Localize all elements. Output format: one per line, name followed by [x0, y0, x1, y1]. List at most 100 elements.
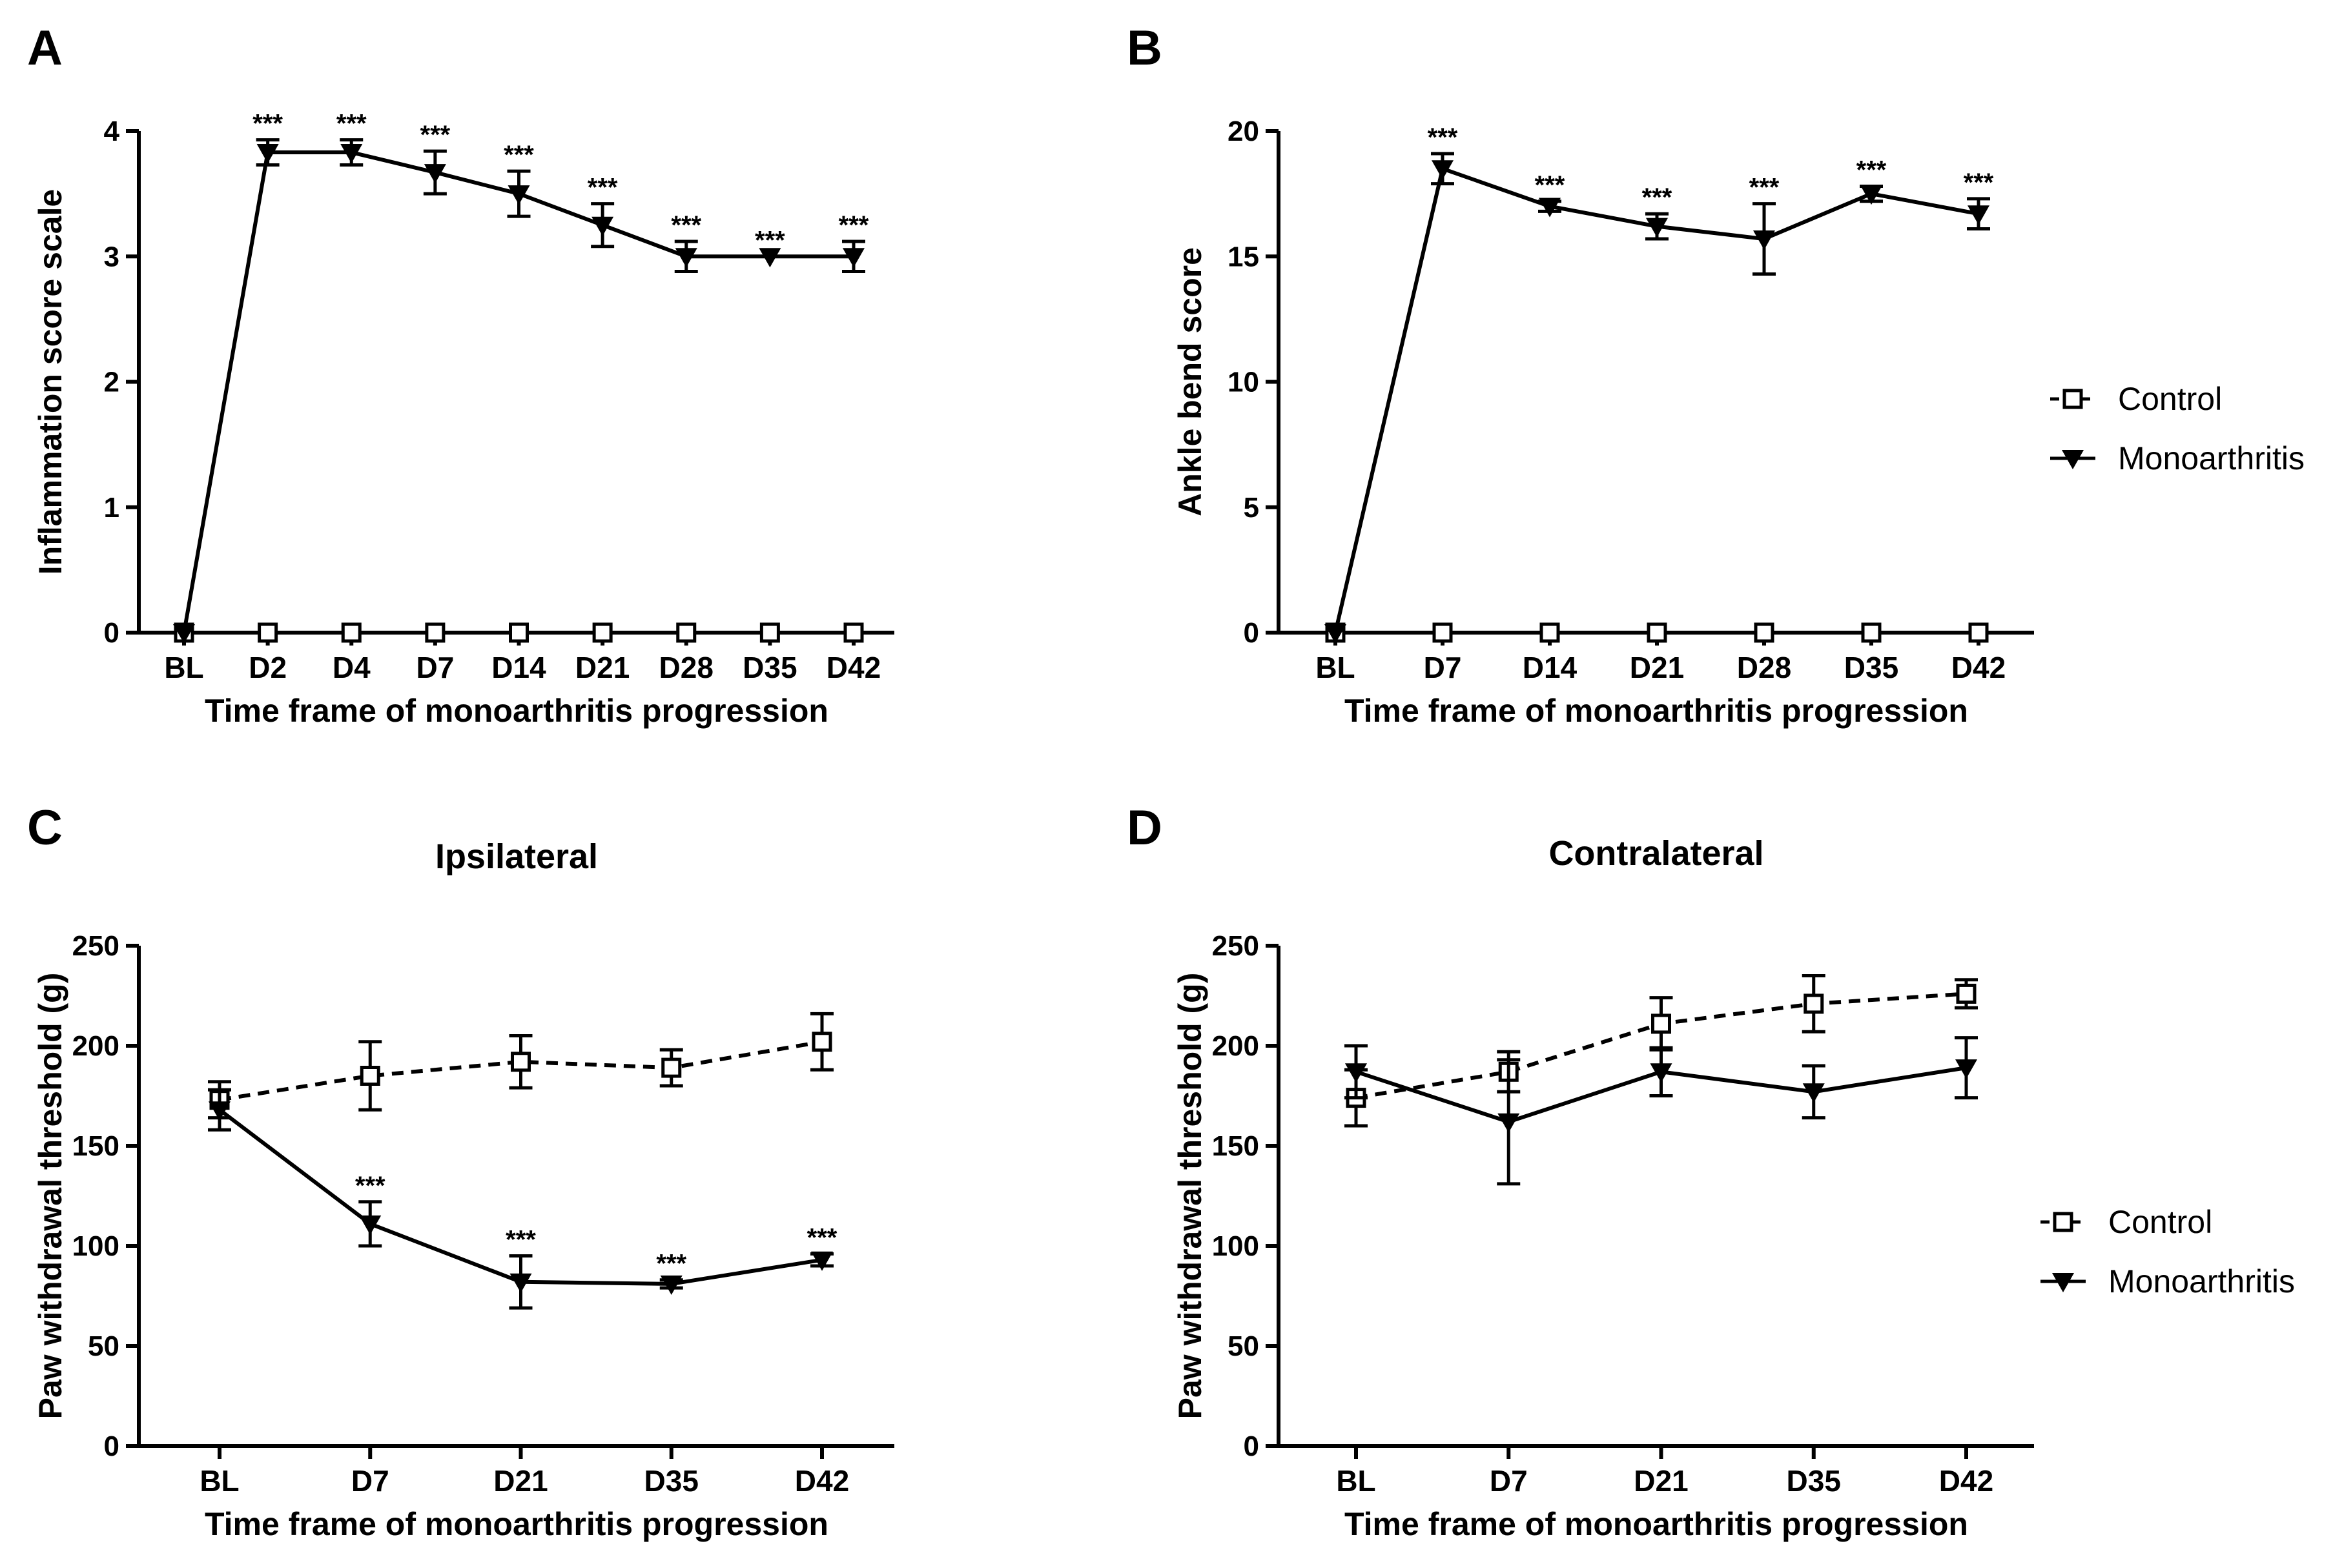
monoarthritis-point [340, 144, 363, 164]
control-point [759, 622, 780, 643]
significance-label: *** [656, 1250, 686, 1278]
x-axis-label: Time frame of monoarthritis progression [1344, 1506, 1968, 1542]
significance-label: *** [807, 1223, 838, 1252]
monoarthritis-point [1753, 230, 1775, 250]
monoarthritis-point [359, 1215, 382, 1235]
y-tick-label: 1 [104, 492, 119, 524]
monoarthritis-point [1955, 1059, 1977, 1079]
significance-label: *** [1964, 168, 1994, 197]
x-tick-label: D35 [644, 1464, 699, 1498]
x-tick-label: D28 [1737, 651, 1791, 684]
y-tick-label: 250 [72, 930, 119, 962]
x-tick-label: D28 [659, 651, 714, 684]
y-tick-label: 0 [104, 617, 119, 649]
x-axis-label: Time frame of monoarthritis progression [1344, 693, 1968, 729]
y-tick-label: 250 [1212, 930, 1259, 962]
control-point [511, 1052, 531, 1072]
monoarthritis-point [1860, 185, 1882, 205]
monoarthritis-point [591, 216, 614, 236]
control-point [676, 622, 697, 643]
panel-title: Ipsilateral [435, 837, 598, 876]
x-tick-label: D14 [1523, 651, 1578, 684]
significance-label: *** [839, 211, 869, 239]
control-point [1539, 622, 1560, 643]
significance-label: *** [1642, 183, 1672, 212]
monoarthritis-point [843, 248, 865, 268]
y-tick-label: 2 [104, 367, 119, 398]
monoarthritis-point [1497, 1113, 1520, 1133]
x-tick-label: D35 [743, 651, 797, 684]
x-tick-label: D7 [1490, 1464, 1528, 1498]
significance-label: *** [1856, 156, 1887, 184]
monoarthritis-point [759, 248, 781, 268]
significance-label: *** [355, 1172, 385, 1200]
panel-letter: B [1127, 21, 1162, 76]
y-tick-label: 15 [1228, 241, 1259, 272]
x-tick-label: D35 [1844, 651, 1898, 684]
legend-control-marker [2053, 1212, 2073, 1232]
monoarthritis-point [173, 624, 195, 644]
legend-control-label: Control [2118, 381, 2222, 417]
control-point [812, 1032, 832, 1052]
x-tick-label: BL [200, 1464, 239, 1498]
panel-letter: D [1127, 800, 1162, 855]
control-point [1432, 622, 1453, 643]
x-tick-label: D21 [1634, 1464, 1688, 1498]
y-axis-label: Ankle bend score [1172, 247, 1208, 516]
monoarthritis-point [1324, 624, 1346, 644]
y-tick-label: 150 [72, 1130, 119, 1162]
x-tick-label: D21 [575, 651, 630, 684]
y-tick-label: 0 [1244, 617, 1259, 649]
control-point [1651, 1013, 1671, 1034]
significance-label: *** [336, 110, 367, 138]
x-tick-label: BL [1336, 1464, 1375, 1498]
control-point [1647, 622, 1667, 643]
x-tick-label: D2 [249, 651, 287, 684]
control-point [258, 622, 278, 643]
monoarthritis-point [1539, 198, 1561, 218]
control-point [509, 622, 529, 643]
x-tick-label: D42 [1951, 651, 2006, 684]
control-point [1804, 993, 1824, 1014]
x-tick-label: D21 [1630, 651, 1684, 684]
y-tick-label: 100 [72, 1230, 119, 1262]
x-tick-label: D35 [1787, 1464, 1841, 1498]
significance-label: *** [420, 121, 451, 149]
significance-label: *** [1535, 171, 1565, 199]
monoarthritis-point [424, 164, 446, 184]
x-axis-label: Time frame of monoarthritis progression [205, 693, 828, 729]
panel-b: B 0 5 10 15 20 BL D7 D14 D21 D28 D35 D42 Time frame o… [1127, 21, 2305, 729]
x-tick-label: D7 [1424, 651, 1462, 684]
monoarthritis-point [209, 1101, 231, 1121]
significance-label: *** [755, 226, 785, 254]
x-tick-label: BL [1315, 651, 1355, 684]
panel-letter: C [27, 800, 63, 855]
legend-monoarthritis-label: Monoarthritis [2108, 1263, 2295, 1299]
x-tick-label: D21 [493, 1464, 548, 1498]
x-tick-label: D7 [416, 651, 454, 684]
legend-monoarthritis-label: Monoarthritis [2118, 440, 2305, 476]
series-monoarthritis [173, 138, 865, 644]
x-tick-label: D4 [333, 651, 371, 684]
x-tick-label: D7 [351, 1464, 389, 1498]
y-tick-label: 100 [1212, 1230, 1259, 1262]
x-tick-label: D14 [491, 651, 546, 684]
panel-d: D Contralateral 0 50 100 150 200 250 BL D7 D21 D35 D… [1127, 800, 2295, 1542]
monoarthritis-point [1646, 218, 1668, 238]
y-tick-label: 5 [1244, 492, 1259, 524]
panel-title: Contralateral [1548, 834, 1763, 873]
control-point [843, 622, 864, 643]
monoarthritis-point [1802, 1083, 1825, 1103]
monoarthritis-point [1968, 205, 1989, 225]
x-tick-label: D42 [795, 1464, 849, 1498]
y-axis-label: Inflammation score scale [32, 189, 68, 575]
y-tick-label: 50 [1228, 1330, 1259, 1362]
panel-a: A 0 1 2 3 4 BL D2 D4 D7 D14 D21 D28 D35 D42 Time frame … [27, 21, 894, 729]
y-tick-label: 4 [104, 116, 120, 147]
y-tick-label: 200 [1212, 1030, 1259, 1062]
y-tick-label: 150 [1212, 1130, 1259, 1162]
y-tick-label: 20 [1228, 116, 1259, 147]
significance-label: *** [588, 174, 618, 202]
significance-label: *** [504, 141, 534, 169]
